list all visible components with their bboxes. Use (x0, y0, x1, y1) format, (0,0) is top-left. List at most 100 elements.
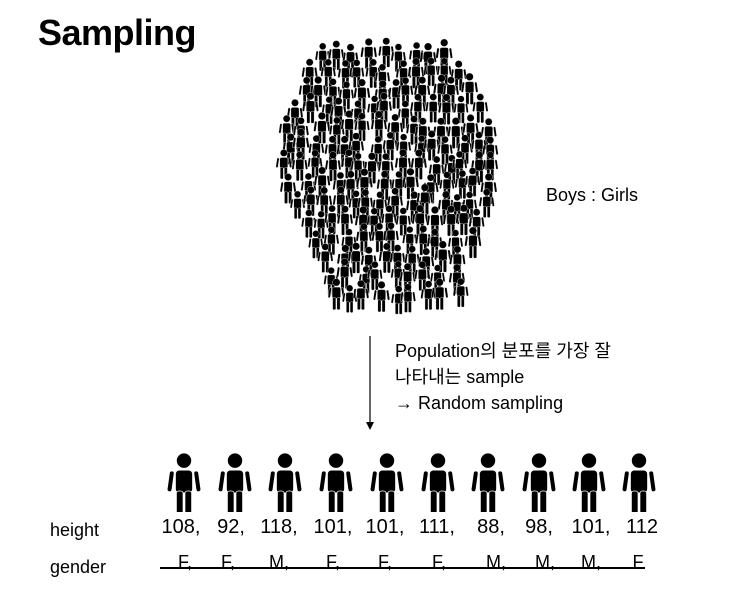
crowd-person (301, 209, 317, 239)
crowd-person (366, 261, 383, 291)
crowd-person (464, 167, 481, 197)
crowd-person (414, 260, 431, 291)
crowd-person (352, 279, 370, 310)
crowd-person (452, 278, 469, 308)
crowd-person (328, 40, 345, 71)
crowd-person (340, 110, 358, 142)
height-value: 101, (571, 516, 611, 538)
gender-value: M, (269, 552, 289, 572)
person-icon (166, 452, 202, 512)
crowd-person (355, 168, 373, 200)
crowd-person (378, 242, 396, 274)
crowd-person (478, 188, 495, 218)
person-icon (621, 452, 657, 512)
crowd-person (354, 112, 370, 142)
crowd-person (410, 149, 428, 180)
crowd-person (417, 247, 435, 279)
crowd-person (342, 43, 359, 74)
crowd-person (289, 190, 306, 220)
gender-value: F, (431, 552, 447, 572)
height-value: 98, (525, 516, 553, 538)
gender-value: F, (325, 552, 341, 572)
crowd-person (460, 72, 479, 105)
height-value: 111, (419, 516, 455, 538)
crowd-person (400, 283, 416, 313)
crowd-person (428, 155, 445, 186)
crowd-person (324, 151, 342, 182)
crowd-person (420, 280, 437, 311)
sampling-description: Population의 분포를 가장 잘 나타내는 sample → Rando… (395, 338, 611, 416)
person-icon (521, 452, 557, 512)
crowd-person (301, 92, 319, 124)
crowd-person (337, 59, 354, 89)
crowd-person (357, 188, 374, 219)
height-value: 108, (161, 516, 201, 538)
crowd-person (279, 173, 297, 204)
crowd-person (431, 278, 449, 311)
crowd-person (387, 187, 404, 218)
crowd-person (453, 95, 469, 124)
crowd-person (307, 149, 323, 178)
crowd-person (442, 205, 460, 237)
gender-value: M, (535, 552, 555, 572)
person-icon (318, 452, 354, 512)
crowd-person (291, 151, 308, 182)
crowd-person (317, 243, 334, 273)
person-icon (470, 452, 506, 512)
crowd-person (371, 222, 388, 253)
person-icon (369, 452, 405, 512)
person-icon (217, 452, 253, 512)
description-line-2: 나타내는 sample (395, 367, 525, 387)
crowd-person (348, 190, 364, 219)
ratio-label: Boys : Girls (546, 185, 639, 205)
person-icon (420, 452, 456, 512)
crowd-person (365, 58, 382, 89)
crowd-person (407, 57, 425, 89)
description-line-3: → Random sampling (395, 393, 564, 413)
crowd-person (338, 81, 355, 110)
crowd-person (323, 226, 340, 256)
gender-strikethrough (160, 567, 645, 569)
crowd-person (395, 207, 411, 236)
gender-value: M, (486, 552, 506, 572)
crowd-icon (275, 37, 499, 315)
down-arrow-icon (366, 336, 374, 430)
crowd-person (480, 117, 497, 149)
crowd-person (308, 230, 324, 259)
height-value: 88, (477, 516, 505, 538)
gender-value: F, (377, 552, 393, 572)
height-label: height (50, 520, 100, 540)
crowd-person (301, 58, 318, 89)
person-icon (267, 452, 303, 512)
height-value: 101, (313, 516, 353, 538)
crowd-person (347, 242, 365, 274)
crowd-person (397, 100, 414, 129)
crowd-person (472, 93, 489, 124)
crowd-person (426, 228, 443, 259)
crowd-person (447, 117, 465, 149)
crowd-person (468, 208, 485, 239)
gender-label: gender (50, 557, 107, 577)
gender-value: M, (581, 552, 601, 572)
gender-value: F, (177, 552, 193, 572)
crowd-person (313, 210, 329, 239)
sample-people (166, 452, 657, 512)
crowd-person (355, 222, 373, 253)
gender-value: F, (220, 552, 236, 572)
crowd-person (336, 205, 354, 236)
crowd-person (373, 281, 390, 313)
crowd-person (439, 171, 455, 200)
height-value: 92, (217, 516, 245, 538)
crowd-person (425, 93, 442, 123)
crowd-person (456, 134, 474, 165)
person-icon (571, 452, 607, 512)
height-value: 101, (365, 516, 405, 538)
height-value: 112 (626, 516, 658, 538)
description-line-1: Population의 분포를 가장 잘 (395, 341, 611, 361)
crowd-person (314, 42, 331, 72)
height-value: 118, (260, 516, 298, 538)
gender-value: F (632, 552, 644, 572)
crowd-person (464, 226, 482, 259)
page-title: Sampling (38, 12, 197, 53)
crowd-person (327, 278, 345, 310)
